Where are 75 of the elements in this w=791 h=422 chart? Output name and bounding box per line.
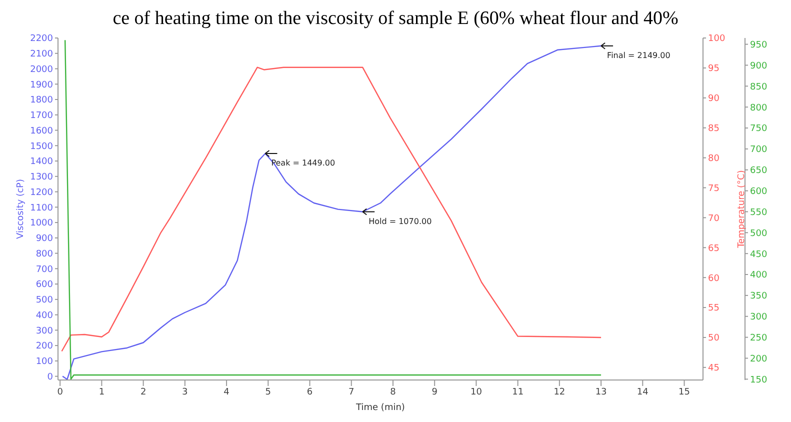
y-tick-label: 400 — [36, 310, 54, 321]
y-tick-label: 2100 — [30, 50, 54, 60]
y3-tick-label: 850 — [750, 82, 768, 92]
y3-tick-label: 700 — [750, 145, 768, 156]
x-tick-label: 10 — [470, 387, 482, 398]
y3-tick-label: 800 — [750, 103, 768, 114]
y2-tick-label: 85 — [708, 124, 720, 134]
y-tick-label: 500 — [36, 296, 54, 306]
y3-tick-label: 650 — [750, 166, 768, 176]
y-tick-label: 1000 — [30, 218, 54, 229]
y3-tick-label: 900 — [750, 61, 768, 72]
x-tick-label: 1 — [98, 387, 105, 398]
y-tick-label: 2200 — [30, 34, 54, 44]
y-tick-label: 700 — [36, 264, 54, 275]
y3-tick-label: 150 — [750, 375, 768, 386]
y3-tick-label: 200 — [750, 354, 768, 364]
line-series — [61, 66, 602, 352]
x-tick-label: 15 — [678, 387, 690, 398]
y-tick-label: 300 — [36, 326, 54, 336]
y2-tick-label: 75 — [708, 184, 720, 194]
y-tick-label: 800 — [36, 249, 54, 260]
y2-tick-label: 95 — [708, 64, 720, 74]
y2-tick-label: 50 — [708, 334, 720, 344]
y-tick-label: 1400 — [30, 157, 54, 168]
y-tick-label: 200 — [36, 342, 54, 352]
y-tick-label: 0 — [47, 372, 54, 383]
y2-tick-label: 55 — [708, 304, 720, 314]
y2-tick-label: 60 — [708, 274, 720, 284]
x-tick-label: 12 — [554, 387, 566, 398]
chart-title: ce of heating time on the viscosity of sample E (60% wheat flour and 40% — [112, 8, 680, 31]
y2-tick-label: 80 — [708, 154, 720, 164]
y-tick-label: 1900 — [30, 80, 54, 90]
y-tick-label: 1100 — [30, 203, 54, 214]
y3-tick-label: 350 — [750, 292, 768, 302]
x-tick-label: 4 — [224, 387, 230, 398]
y3-tick-label: 250 — [750, 333, 768, 344]
x-tick-label: 11 — [512, 387, 524, 398]
x-tick-label: 13 — [595, 387, 607, 398]
y-tick-label: 1600 — [30, 126, 54, 136]
y3-tick-label: 500 — [750, 228, 768, 239]
y-tick-label: 1500 — [30, 142, 54, 152]
y2-axis-title: Temperature (°C) — [737, 170, 748, 249]
y3-tick-label: 400 — [750, 270, 768, 281]
x-tick-label: 6 — [306, 387, 313, 398]
x-tick-label: 3 — [182, 387, 188, 398]
y2-tick-label: 70 — [708, 214, 720, 224]
y3-tick-label: 550 — [750, 208, 768, 218]
y-tick-label: 900 — [36, 234, 54, 244]
y3-tick-label: 950 — [750, 40, 768, 50]
x-tick-label: 14 — [636, 387, 649, 398]
y3-tick-label: 750 — [750, 124, 768, 134]
x-tick-label: 7 — [348, 387, 354, 398]
x-tick-label: 8 — [390, 387, 396, 398]
y-tick-label: 1800 — [30, 96, 54, 106]
y2-tick-label: 90 — [708, 94, 720, 104]
y3-tick-label: 300 — [750, 312, 768, 323]
y-tick-label: 1200 — [30, 188, 54, 198]
y-tick-label: 2000 — [30, 64, 54, 75]
y-axis-title: Viscosity (cP) — [16, 179, 26, 239]
y3-tick-label: 450 — [750, 250, 768, 260]
x-tick-label: 9 — [432, 387, 438, 398]
y3-tick-label: 600 — [750, 186, 768, 197]
annotation: Hold = 1070.00 — [368, 216, 432, 226]
y2-tick-label: 45 — [708, 364, 720, 374]
annotation: Final = 2149.00 — [607, 50, 670, 60]
x-tick-label: 0 — [57, 387, 64, 398]
y2-tick-label: 100 — [708, 34, 726, 44]
y2-tick-label: 65 — [708, 244, 720, 254]
x-tick-label: 2 — [140, 387, 146, 398]
x-tick-label: 5 — [265, 387, 272, 398]
y-tick-label: 1300 — [30, 172, 54, 183]
y-tick-label: 600 — [36, 280, 54, 290]
y-tick-label: 100 — [36, 357, 54, 368]
x-axis-title: Time (min) — [355, 403, 405, 413]
y-tick-label: 1700 — [30, 111, 54, 122]
